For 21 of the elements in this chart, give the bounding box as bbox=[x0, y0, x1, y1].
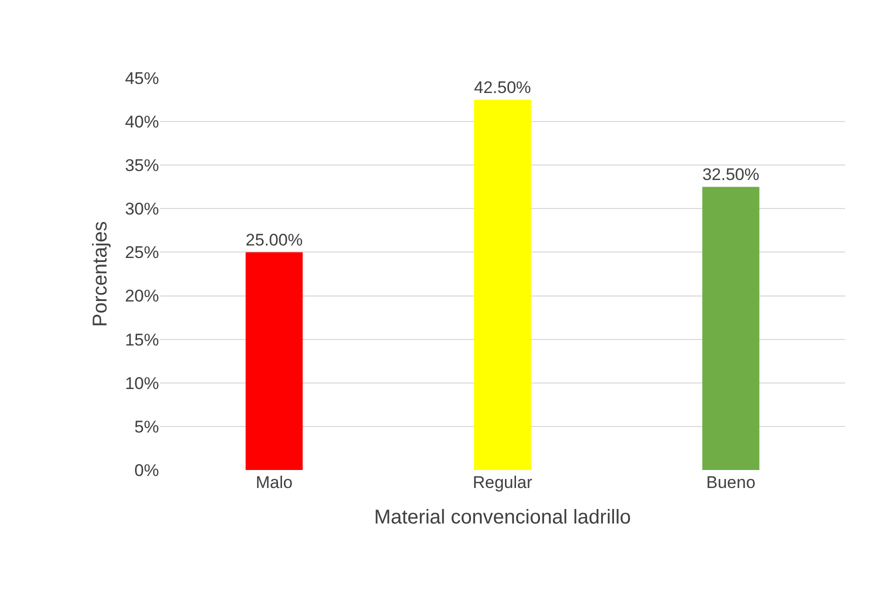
y-tick-label: 35% bbox=[124, 156, 159, 176]
y-tick-label: 10% bbox=[124, 374, 159, 393]
y-tick-label: 25% bbox=[124, 243, 159, 262]
bar bbox=[246, 252, 303, 470]
y-tick-label: 0% bbox=[134, 460, 159, 480]
y-tick-label: 45% bbox=[124, 68, 159, 88]
x-axis-title: Material convencional ladrillo bbox=[374, 506, 631, 528]
y-tick-label: 5% bbox=[134, 417, 159, 436]
y-axis-title: Porcentajes bbox=[89, 221, 112, 327]
bar bbox=[702, 186, 760, 470]
data-label: 32.50% bbox=[702, 164, 760, 184]
x-tick-label: Malo bbox=[256, 473, 293, 492]
data-label: 25.00% bbox=[246, 230, 303, 250]
y-tick-label: 30% bbox=[124, 200, 159, 219]
bar bbox=[474, 100, 532, 470]
x-tick-label: Regular bbox=[472, 473, 533, 492]
data-label: 42.50% bbox=[474, 78, 532, 97]
y-tick-label: 15% bbox=[124, 330, 159, 350]
x-tick-label: Bueno bbox=[706, 473, 756, 492]
y-tick-label: 20% bbox=[124, 286, 159, 306]
y-tick-label: 40% bbox=[124, 112, 159, 132]
